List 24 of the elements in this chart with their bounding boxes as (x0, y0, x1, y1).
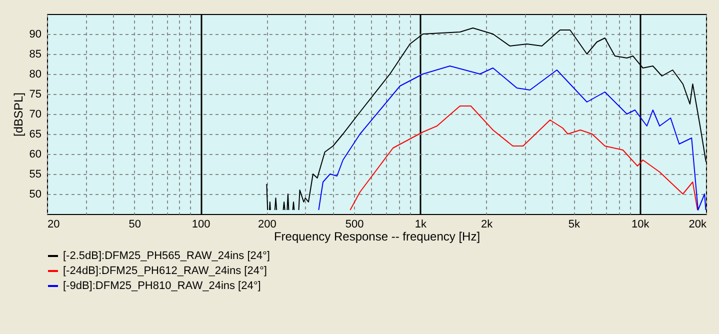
x-axis-title: Frequency Response -- frequency [Hz] (274, 230, 480, 244)
legend-label: [-24dB]:DFM25_PH612_RAW_24ins [24°] (63, 265, 267, 277)
y-tick-label: 55 (29, 168, 42, 180)
legend-label: [-2.5dB]:DFM25_PH565_RAW_24ins [24°] (63, 250, 270, 262)
y-tick-label: 80 (29, 68, 42, 80)
legend-label: [-9dB]:DFM25_PH810_RAW_24ins [24°] (63, 280, 261, 292)
x-tick-label: 50 (128, 218, 142, 230)
y-tick-label: 75 (29, 88, 42, 100)
y-tick-label: 90 (29, 28, 42, 40)
y-tick-label: 70 (29, 108, 42, 120)
y-axis-title: [dBSPL] (11, 92, 26, 137)
x-tick-label: 500 (345, 218, 364, 230)
x-tick-label: 5k (568, 218, 581, 230)
y-tick-label: 60 (29, 148, 42, 160)
x-tick-label: 200 (258, 218, 276, 230)
x-tick-label: 1k (414, 218, 428, 230)
y-tick-label: 85 (29, 48, 42, 60)
x-tick-label: 10k (632, 218, 650, 230)
x-tick-label: 2k (481, 218, 494, 230)
x-tick-label: 20 (48, 218, 60, 230)
y-tick-label: 50 (29, 188, 42, 200)
y-tick-label: 65 (29, 128, 42, 140)
x-tick-label: 100 (192, 218, 210, 230)
x-tick-label: 20k (688, 218, 707, 230)
